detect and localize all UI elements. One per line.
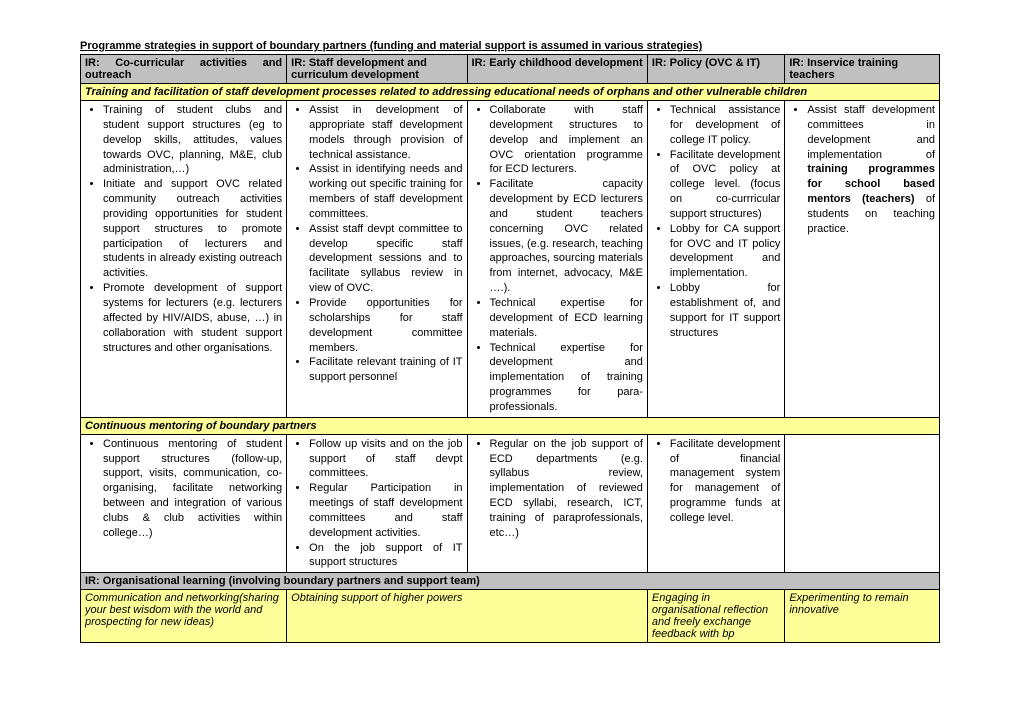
r1-c4: Technical assistance for development of …	[647, 101, 784, 418]
r3-c3: Engaging in organisational reflection an…	[647, 590, 784, 643]
header-c1: IR: Co-curricular activities and outreac…	[81, 55, 287, 84]
header-c5: IR: Inservice training teachers	[785, 55, 940, 84]
list-item: Assist in development of appropriate sta…	[309, 103, 462, 162]
list-item: Regular Participation in meetings of sta…	[309, 481, 462, 540]
section-1-header: Training and facilitation of staff devel…	[81, 84, 940, 101]
section-2-header: Continuous mentoring of boundary partner…	[81, 417, 940, 434]
r3-c2: Obtaining support of higher powers	[287, 590, 648, 643]
r2-c4: Facilitate development of financial mana…	[647, 434, 784, 573]
r1-c1: Training of student clubs and student su…	[81, 101, 287, 418]
list-item: On the job support of IT support structu…	[309, 541, 462, 571]
r1-c2: Assist in development of appropriate sta…	[287, 101, 467, 418]
r1-c5: Assist staff development committees in d…	[785, 101, 940, 418]
header-c3: IR: Early childhood development	[467, 55, 647, 84]
section-3-header: IR: Organisational learning (involving b…	[81, 573, 940, 590]
list-item: Assist staff development committees in d…	[807, 103, 935, 237]
r2-c1: Continuous mentoring of student support …	[81, 434, 287, 573]
r1-c3: Collaborate with staff development struc…	[467, 101, 647, 418]
list-item: Continuous mentoring of student support …	[103, 437, 282, 541]
list-item: Follow up visits and on the job support …	[309, 437, 462, 482]
list-item: Training of student clubs and student su…	[103, 103, 282, 177]
list-item: Promote development of support systems f…	[103, 281, 282, 355]
list-item: Facilitate capacity development by ECD l…	[490, 177, 643, 296]
header-c2: IR: Staff development and curriculum dev…	[287, 55, 467, 84]
list-item: Facilitate relevant training of IT suppo…	[309, 355, 462, 385]
list-item: Lobby for CA support for OVC and IT poli…	[670, 222, 780, 281]
list-item: Assist in identifying needs and working …	[309, 162, 462, 221]
list-item: Lobby for establishment of, and support …	[670, 281, 780, 340]
r2-c5	[785, 434, 940, 573]
r2-c2: Follow up visits and on the job support …	[287, 434, 467, 573]
r3-c4: Experimenting to remain innovative	[785, 590, 940, 643]
list-item: Technical expertise for development of E…	[490, 296, 643, 341]
list-item: Regular on the job support of ECD depart…	[490, 437, 643, 541]
list-item: Collaborate with staff development struc…	[490, 103, 643, 177]
list-item: Facilitate development of financial mana…	[670, 437, 780, 526]
list-item: Technical expertise for development and …	[490, 341, 643, 415]
list-item: Assist staff devpt committee to develop …	[309, 222, 462, 296]
list-item: Initiate and support OVC related communi…	[103, 177, 282, 281]
strategies-table: IR: Co-curricular activities and outreac…	[80, 54, 940, 643]
r2-c3: Regular on the job support of ECD depart…	[467, 434, 647, 573]
list-item: Provide opportunities for scholarships f…	[309, 296, 462, 355]
list-item: Facilitate development of OVC policy at …	[670, 148, 780, 222]
page-title: Programme strategies in support of bound…	[80, 40, 940, 52]
header-c4: IR: Policy (OVC & IT)	[647, 55, 784, 84]
r3-c1: Communication and networking(sharing you…	[81, 590, 287, 643]
list-item: Technical assistance for development of …	[670, 103, 780, 148]
